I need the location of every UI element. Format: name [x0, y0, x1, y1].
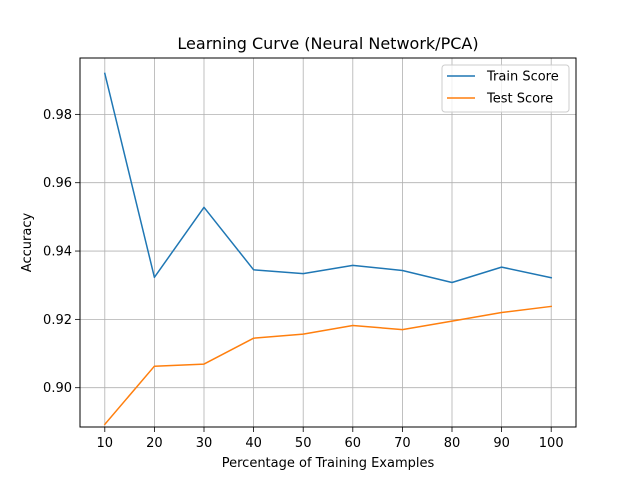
legend: Train Score Test Score [441, 64, 570, 113]
y-axis-label: Accuracy [20, 213, 35, 273]
y-tick-label: 0.94 [43, 245, 72, 260]
y-tick-label: 0.90 [43, 381, 72, 396]
x-tick-label: 20 [146, 436, 163, 451]
x-axis-label: Percentage of Training Examples [222, 456, 435, 471]
y-tick-label: 0.92 [43, 313, 72, 328]
x-tick-label: 90 [493, 436, 510, 451]
grid-lines [80, 58, 576, 427]
y-tick-label: 0.96 [43, 176, 72, 191]
x-tick-label: 70 [394, 436, 411, 451]
y-axis-ticks: 0.90 0.92 0.94 0.96 0.98 [43, 108, 80, 396]
x-tick-label: 100 [539, 436, 564, 451]
x-tick-label: 80 [444, 436, 461, 451]
x-tick-label: 60 [345, 436, 362, 451]
test-score-line [103, 305, 553, 426]
plot-area-frame [79, 57, 577, 428]
x-axis-ticks: 10 20 30 40 50 60 70 80 90 100 [97, 427, 564, 451]
x-tick-label: 40 [245, 436, 262, 451]
train-score-line [103, 72, 553, 284]
x-tick-label: 50 [295, 436, 312, 451]
x-tick-label: 30 [196, 436, 213, 451]
chart-title: Learning Curve (Neural Network/PCA) [177, 34, 478, 53]
legend-label-train: Train Score [486, 70, 559, 85]
x-tick-label: 10 [97, 436, 114, 451]
legend-label-test: Test Score [486, 92, 553, 107]
y-tick-label: 0.98 [43, 108, 72, 123]
plot-lines [103, 72, 553, 426]
